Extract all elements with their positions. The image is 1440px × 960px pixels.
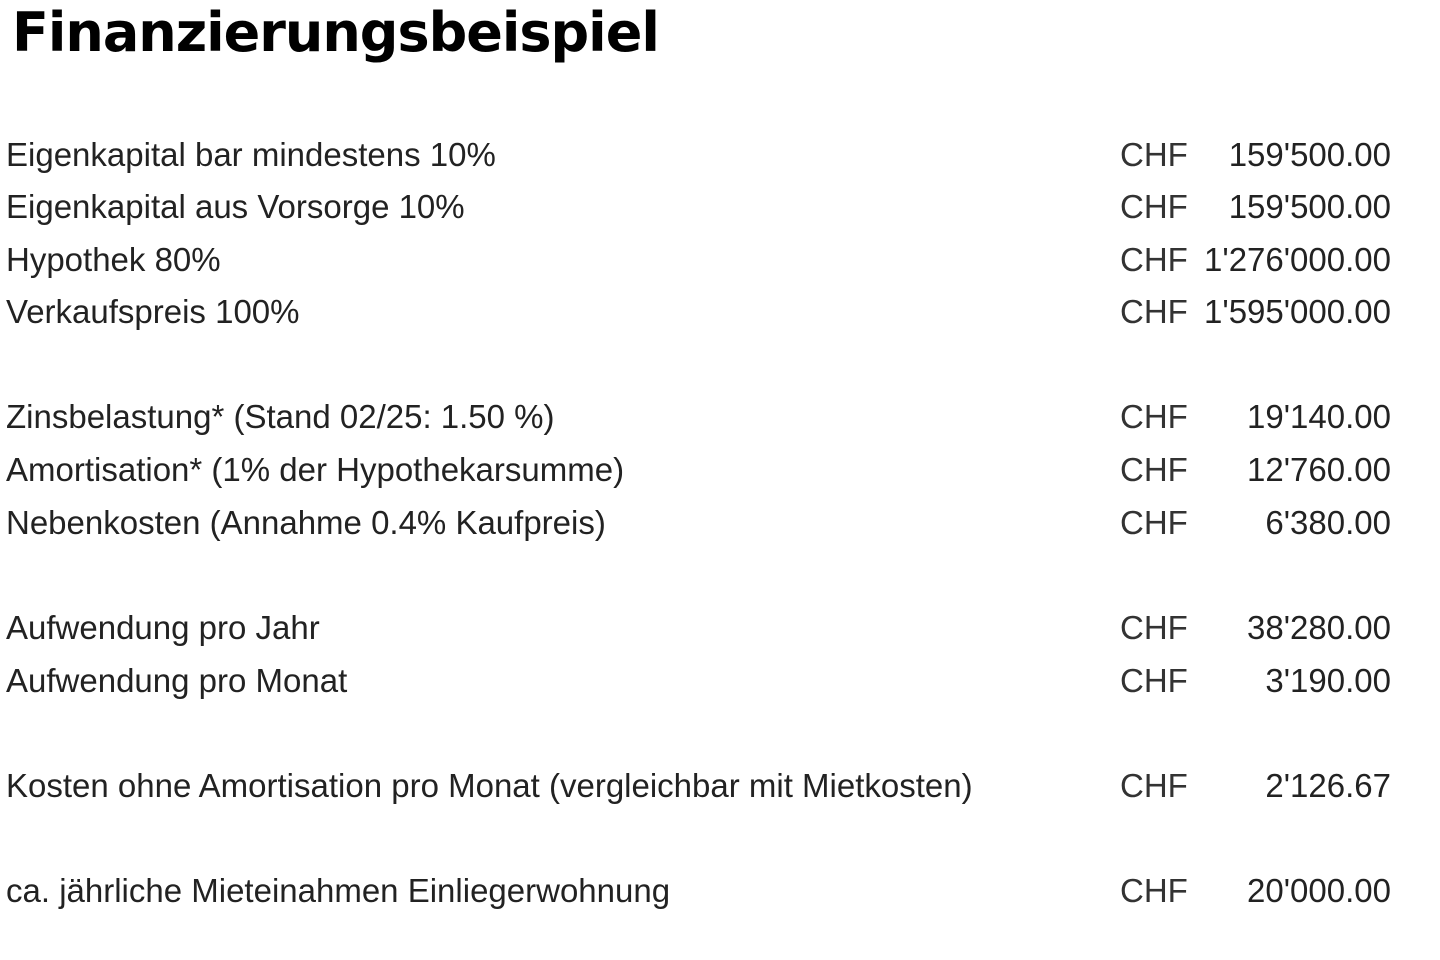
currency-label: CHF: [1120, 136, 1188, 173]
table-row: Hypothek 80% CHF 1'276'000.00: [0, 238, 1440, 282]
table-row: Verkaufspreis 100% CHF 1'595'000.00: [0, 290, 1440, 334]
row-label: Verkaufspreis 100%: [6, 293, 300, 330]
table-row: Nebenkosten (Annahme 0.4% Kaufpreis) CHF 6…: [0, 501, 1440, 545]
amount-value: 6'380.00: [1265, 504, 1391, 541]
currency-label: CHF: [1120, 293, 1188, 330]
amount-value: 12'760.00: [1247, 451, 1391, 488]
currency-label: CHF: [1120, 504, 1188, 541]
row-label: Aufwendung pro Jahr: [6, 609, 320, 646]
amount-value: 1'276'000.00: [1204, 241, 1391, 278]
table-row: Eigenkapital bar mindestens 10% CHF 159'50…: [0, 133, 1440, 177]
amount-value: 159'500.00: [1228, 136, 1391, 173]
currency-label: CHF: [1120, 188, 1188, 225]
row-label: Aufwendung pro Monat: [6, 662, 348, 699]
currency-label: CHF: [1120, 872, 1188, 909]
row-label: Nebenkosten (Annahme 0.4% Kaufpreis): [6, 504, 606, 541]
row-label: Hypothek 80%: [6, 241, 221, 278]
row-label: Kosten ohne Amortisation pro Monat (verg…: [6, 767, 973, 804]
currency-label: CHF: [1120, 662, 1188, 699]
currency-label: CHF: [1120, 451, 1188, 488]
table-row: Amortisation* (1% der Hypothekarsumme) CH…: [0, 448, 1440, 492]
table-row: Zinsbelastung* (Stand 02/25: 1.50 %) CHF 1…: [0, 395, 1440, 439]
amount-value: 19'140.00: [1247, 398, 1391, 435]
amount-value: 159'500.00: [1228, 188, 1391, 225]
currency-label: CHF: [1120, 609, 1188, 646]
currency-label: CHF: [1120, 398, 1188, 435]
currency-label: CHF: [1120, 767, 1188, 804]
amount-value: 2'126.67: [1265, 767, 1391, 804]
amount-value: 1'595'000.00: [1204, 293, 1391, 330]
amount-value: 20'000.00: [1247, 872, 1391, 909]
amount-value: 38'280.00: [1247, 609, 1391, 646]
table-row: Aufwendung pro Jahr CHF 38'280.00: [0, 606, 1440, 650]
row-label: Zinsbelastung* (Stand 02/25: 1.50 %): [6, 398, 555, 435]
page-title: Finanzierungsbeispiel: [12, 1, 660, 64]
table-row: ca. jährliche Mieteinahmen Einliegerwohn…: [0, 869, 1440, 913]
table-row: Eigenkapital aus Vorsorge 10% CHF 159'500.…: [0, 185, 1440, 229]
currency-label: CHF: [1120, 241, 1188, 278]
table-row: Kosten ohne Amortisation pro Monat (verg…: [0, 764, 1440, 808]
row-label: ca. jährliche Mieteinahmen Einliegerwohn…: [6, 872, 671, 909]
row-label: Amortisation* (1% der Hypothekarsumme): [6, 451, 625, 488]
amount-value: 3'190.00: [1265, 662, 1391, 699]
row-label: Eigenkapital aus Vorsorge 10%: [6, 188, 465, 225]
row-label: Eigenkapital bar mindestens 10%: [6, 136, 496, 173]
table-row: Aufwendung pro Monat CHF 3'190.00: [0, 659, 1440, 703]
